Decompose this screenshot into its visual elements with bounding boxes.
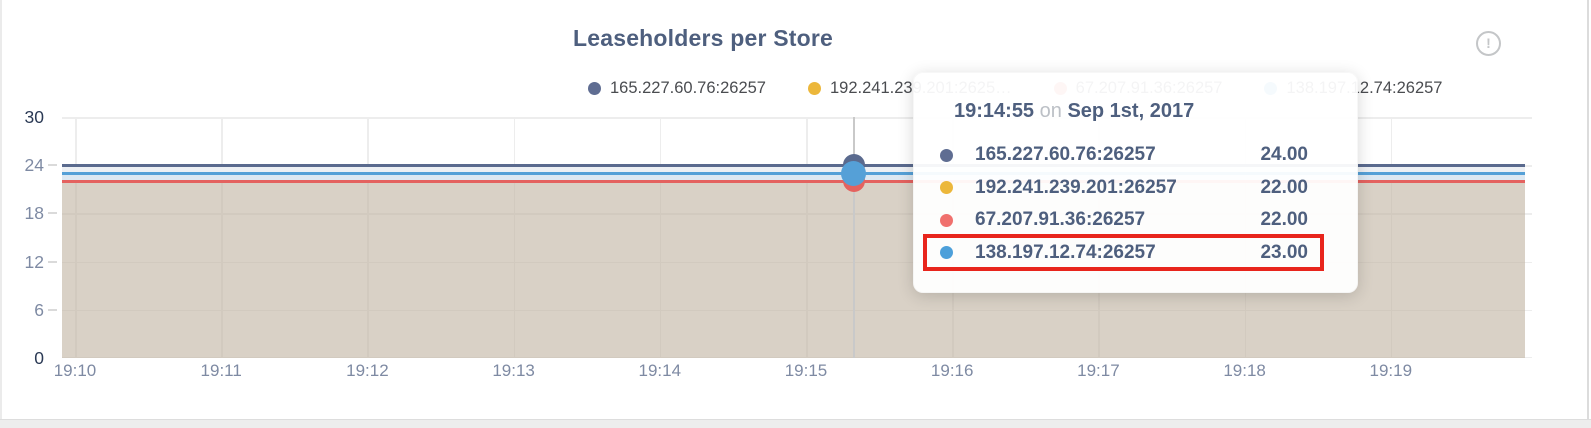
y-axis-label: 30: [24, 107, 44, 127]
highlight-annotation-box: [923, 234, 1324, 271]
tooltip-series-label: 165.227.60.76:26257: [975, 144, 1156, 166]
tooltip-date: Sep 1st, 2017: [1067, 100, 1195, 122]
tooltip-series-value: 24.00: [1260, 144, 1308, 166]
hover-crosshair-line: [853, 117, 855, 358]
x-axis-label: 19:14: [638, 361, 682, 380]
tooltip-row-4: 138.197.12.74:26257 23.00: [940, 237, 1308, 270]
hover-tooltip: 19:14:55 on Sep 1st, 2017 165.227.60.76:…: [913, 72, 1358, 293]
chart-title: Leaseholders per Store: [572, 25, 834, 51]
x-axis-label: 19:13: [492, 361, 535, 380]
y-axis-tick-mark: [48, 308, 57, 311]
hover-marker-dot[interactable]: [841, 160, 867, 186]
plot-horizontal-gridline: [62, 117, 1532, 119]
x-axis-label: 19:11: [200, 361, 242, 380]
y-axis-label: 18: [24, 203, 44, 224]
y-axis-tick-mark: [48, 260, 57, 263]
x-axis-label: 19:15: [784, 361, 828, 380]
tooltip-series-label: 192.241.239.201:26257: [975, 176, 1177, 198]
series-fill-band: [62, 173, 1525, 182]
x-axis-label: 19:16: [930, 361, 974, 380]
tooltip-row-1: 165.227.60.76:26257 24.00: [940, 139, 1308, 172]
legend-series-dot-icon: [808, 82, 821, 95]
y-axis-label: 0: [34, 348, 44, 368]
tooltip-series-dot-icon: [940, 213, 953, 227]
y-axis-tick-mark: [48, 212, 57, 215]
x-axis-label: 19:18: [1223, 361, 1266, 380]
series-fill-band: [62, 165, 1525, 174]
panel-left-border: [0, 0, 2, 419]
tooltip-series-value: 22.00: [1260, 209, 1308, 231]
x-axis-label: 19:17: [1077, 361, 1120, 380]
tooltip-series-dot-icon: [940, 246, 953, 260]
series-line-3: [62, 179, 1525, 183]
legend-label: 165.227.60.76:26257: [610, 79, 766, 97]
info-alert-icon[interactable]: !: [1476, 31, 1501, 56]
y-axis-label: 6: [34, 299, 44, 320]
series-line-1: [62, 163, 1525, 167]
series-line-4: [62, 171, 1525, 175]
y-axis-tick-mark: [48, 164, 57, 167]
tooltip-series-value: 22.00: [1260, 176, 1308, 198]
y-axis-label: 24: [24, 155, 44, 176]
x-axis-label: 19:12: [346, 361, 389, 380]
tooltip-rows: 165.227.60.76:26257 24.00 192.241.239.201:…: [940, 139, 1308, 269]
tooltip-row-2: 192.241.239.201:26257 22.00: [940, 172, 1308, 205]
tooltip-header: 19:14:55 on Sep 1st, 2017: [954, 100, 1194, 123]
legend-item-1[interactable]: 165.227.60.76:26257: [588, 79, 766, 98]
panel-bottom-divider: [0, 419, 1591, 428]
tooltip-row-3: 67.207.91.36:26257 22.00: [940, 204, 1308, 237]
y-axis-label: 12: [24, 251, 44, 272]
tooltip-series-value: 23.00: [1260, 241, 1308, 263]
x-axis-label: 19:10: [53, 361, 97, 380]
tooltip-series-dot-icon: [940, 181, 953, 195]
tooltip-series-label: 138.197.12.74:26257: [975, 241, 1156, 263]
x-axis-label: 19:19: [1369, 361, 1413, 380]
tooltip-on-word: on: [1039, 100, 1062, 122]
tooltip-time: 19:14:55: [954, 100, 1035, 122]
tooltip-series-label: 67.207.91.36:26257: [975, 209, 1146, 231]
tooltip-series-dot-icon: [940, 148, 953, 162]
panel-right-border: [1587, 0, 1589, 419]
legend-series-dot-icon: [588, 82, 601, 95]
